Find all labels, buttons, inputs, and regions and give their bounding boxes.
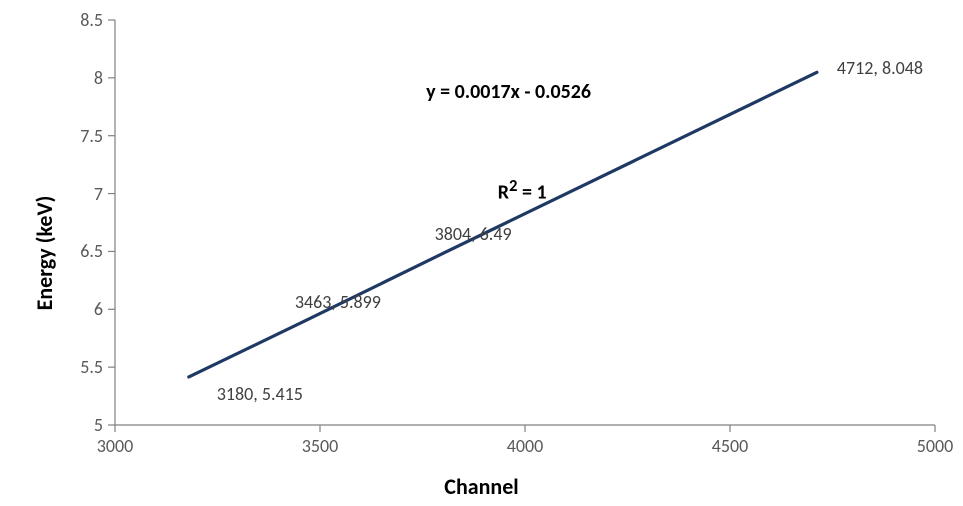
y-tick-label: 8.5	[80, 9, 103, 31]
y-tick-label: 6.5	[80, 240, 103, 262]
equation-line-2: R2 = 1	[426, 152, 591, 229]
x-tick-label: 4000	[507, 435, 544, 457]
y-tick-label: 7.5	[80, 125, 103, 147]
y-axis-title: Energy (keV)	[31, 196, 58, 311]
y-tick-label: 7	[94, 183, 103, 205]
y-tick-label: 6	[94, 298, 103, 320]
data-point-label: 3180, 5.415	[217, 383, 303, 405]
energy-vs-channel-chart: Energy (keV) Channel y = 0.0017x - 0.052…	[0, 0, 963, 506]
y-tick-label: 5	[94, 414, 103, 436]
data-point-label: 4712, 8.048	[837, 57, 923, 79]
x-tick-label: 5000	[917, 435, 954, 457]
equation-line-1: y = 0.0017x - 0.0526	[426, 80, 591, 104]
y-tick-label: 8	[94, 67, 103, 89]
y-tick-label: 5.5	[80, 356, 103, 378]
data-point-label: 3463, 5.899	[295, 291, 381, 313]
x-tick-label: 3000	[97, 435, 134, 457]
data-point-label: 3804, 6.49	[435, 223, 512, 245]
x-axis-title: Channel	[444, 473, 518, 500]
x-tick-label: 4500	[712, 435, 749, 457]
x-tick-label: 3500	[302, 435, 339, 457]
